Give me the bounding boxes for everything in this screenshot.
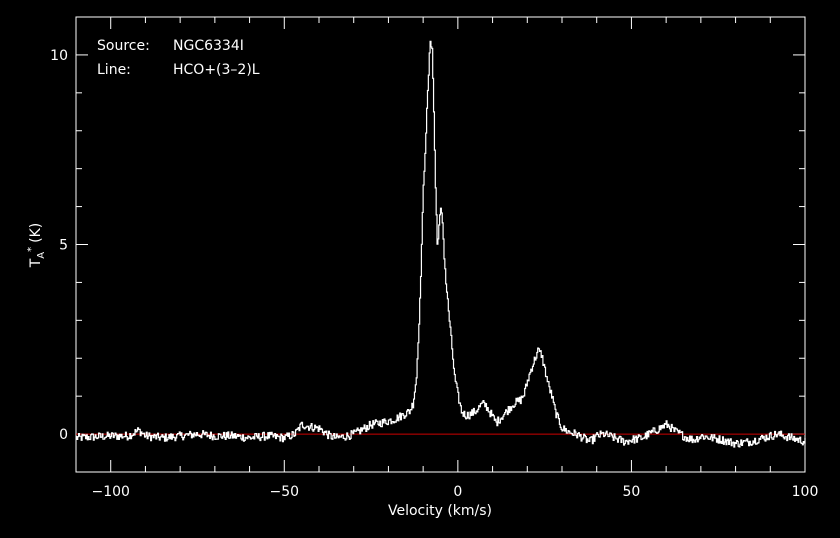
x-tick-label: −100: [91, 484, 129, 500]
x-tick-label: 100: [792, 484, 819, 500]
line-label: Line:: [97, 62, 131, 78]
svg-text:TA*(K): TA* (K): [26, 223, 47, 269]
axis-tick-labels: −100 −50 0 50 100 0 5 10: [50, 48, 818, 500]
x-tick-label: 0: [453, 484, 462, 500]
series-line: [76, 40, 806, 448]
x-axis-label: Velocity (km/s): [388, 503, 492, 519]
y-axis-label: TA* (K): [26, 223, 47, 269]
y-tick-label: 0: [59, 427, 68, 443]
y-axis-label-sup: *: [26, 247, 37, 252]
source-label: Source:: [97, 38, 150, 54]
y-axis-label-main: T: [28, 258, 44, 268]
axis-ticks: [75, 16, 806, 473]
x-tick-label: −50: [270, 484, 300, 500]
source-value: NGC6334I: [173, 38, 244, 54]
y-axis-label-sub: A: [36, 252, 47, 259]
plot-frame: [75, 16, 806, 473]
y-tick-label: 5: [59, 238, 68, 254]
x-tick-label: 50: [623, 484, 641, 500]
y-tick-label: 10: [50, 48, 68, 64]
line-value: HCO+(3–2)L: [173, 62, 260, 78]
y-axis-label-unit: (K): [28, 223, 44, 243]
